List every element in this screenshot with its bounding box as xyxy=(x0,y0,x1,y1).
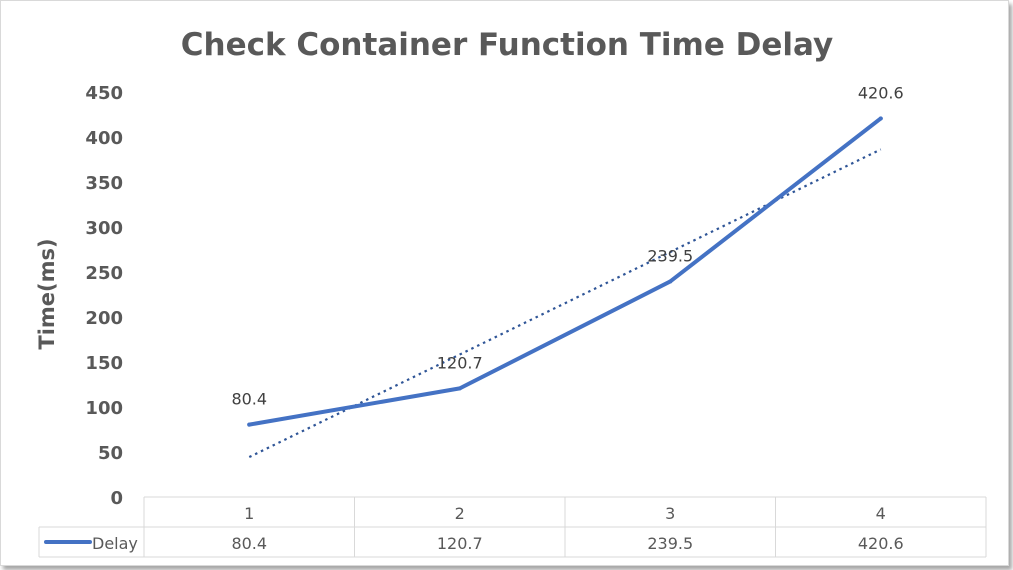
y-axis-title: Time(ms) xyxy=(35,238,59,349)
trendline xyxy=(248,148,882,459)
y-tick-label: 450 xyxy=(85,83,123,104)
data-label: 80.4 xyxy=(231,390,267,409)
data-label: 239.5 xyxy=(647,246,693,265)
x-category-label: 1 xyxy=(244,504,254,523)
series-lines xyxy=(247,116,883,427)
table-value-cell: 239.5 xyxy=(647,534,693,553)
legend-label: Delay xyxy=(92,534,138,553)
y-tick-label: 300 xyxy=(85,218,123,239)
table-value-cell: 420.6 xyxy=(858,534,904,553)
data-label: 420.6 xyxy=(858,83,904,102)
data-point xyxy=(878,116,883,121)
series-line-delay xyxy=(247,116,883,427)
y-tick-labels: 0 50 100 150 200 250 300 350 400 450 xyxy=(85,83,123,509)
table-value-cell: 80.4 xyxy=(231,534,267,553)
trendline-line xyxy=(248,148,882,459)
data-point xyxy=(457,386,462,391)
table-value-cell: 120.7 xyxy=(437,534,483,553)
y-tick-label: 400 xyxy=(85,128,123,149)
y-tick-label: 100 xyxy=(85,398,123,419)
data-point xyxy=(247,422,252,427)
y-tick-label: 250 xyxy=(85,263,123,284)
y-tick-label: 50 xyxy=(98,443,123,464)
y-tick-label: 0 xyxy=(110,488,123,509)
y-tick-label: 150 xyxy=(85,353,123,374)
x-category-label: 3 xyxy=(665,504,675,523)
data-table: 1 80.4 2 120.7 3 239.5 4 420.6 Delay xyxy=(38,496,987,558)
data-label: 120.7 xyxy=(437,353,483,372)
y-tick-label: 350 xyxy=(85,173,123,194)
x-category-label: 4 xyxy=(876,504,886,523)
data-labels: 80.4 120.7 239.5 420.6 xyxy=(231,83,903,408)
chart-title: Check Container Function Time Delay xyxy=(181,27,833,63)
y-tick-label: 200 xyxy=(85,308,123,329)
data-point xyxy=(668,279,673,284)
x-category-label: 2 xyxy=(455,504,465,523)
